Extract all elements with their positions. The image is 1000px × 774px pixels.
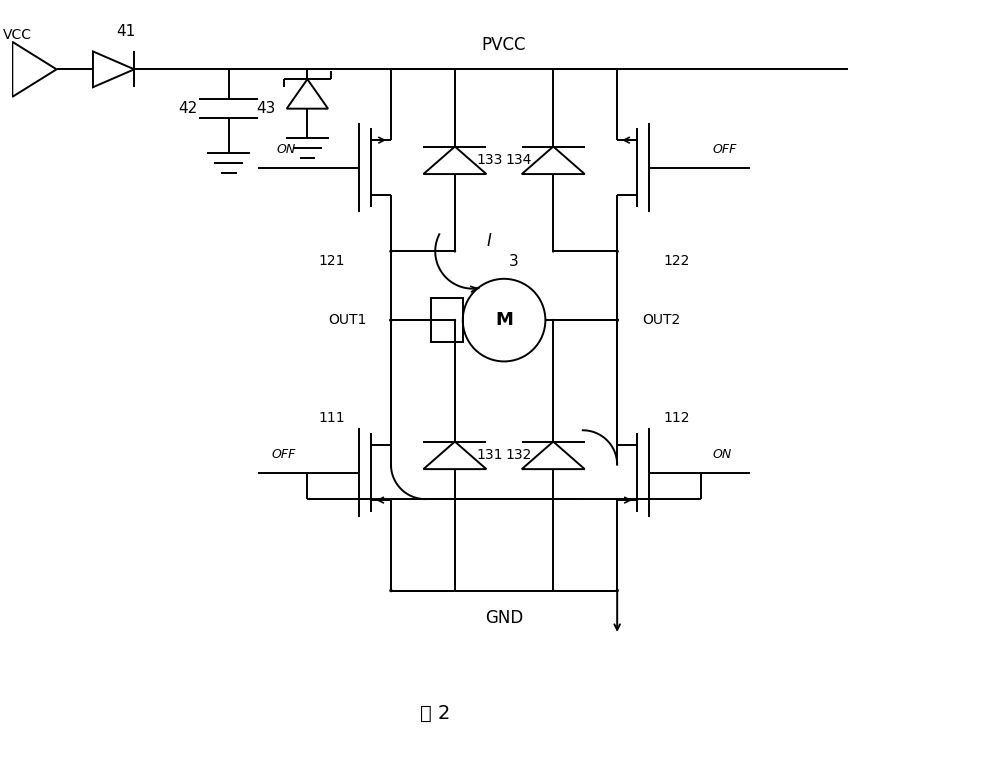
Text: ON: ON: [713, 448, 732, 461]
Text: ON: ON: [276, 143, 296, 156]
Circle shape: [454, 251, 455, 252]
Circle shape: [553, 69, 554, 70]
Text: OUT2: OUT2: [642, 313, 680, 327]
Text: 42: 42: [178, 101, 197, 116]
Text: OUT1: OUT1: [328, 313, 366, 327]
Bar: [431, 299, 463, 342]
Text: 3: 3: [509, 254, 519, 269]
Text: 图 2: 图 2: [420, 704, 450, 723]
Text: 43: 43: [256, 101, 276, 116]
Circle shape: [454, 590, 455, 591]
Circle shape: [553, 590, 554, 591]
Circle shape: [228, 69, 229, 70]
Text: 111: 111: [318, 412, 345, 426]
Text: PVCC: PVCC: [482, 36, 526, 53]
Text: M: M: [495, 311, 513, 329]
Text: 131: 131: [477, 448, 503, 462]
Circle shape: [390, 590, 392, 591]
Circle shape: [390, 69, 392, 70]
Text: 122: 122: [663, 254, 690, 268]
Circle shape: [454, 69, 455, 70]
Circle shape: [390, 251, 392, 252]
Text: 41: 41: [116, 25, 135, 39]
Circle shape: [616, 590, 618, 591]
Text: 121: 121: [318, 254, 345, 268]
Text: GND: GND: [485, 609, 523, 627]
Circle shape: [617, 69, 618, 70]
Text: VCC: VCC: [3, 28, 32, 42]
Text: 132: 132: [505, 448, 532, 462]
Text: 134: 134: [505, 153, 532, 167]
Circle shape: [616, 251, 618, 252]
Circle shape: [553, 251, 554, 252]
Text: 133: 133: [477, 153, 503, 167]
Text: OFF: OFF: [271, 448, 296, 461]
Text: 112: 112: [663, 412, 690, 426]
Text: OFF: OFF: [713, 143, 737, 156]
Circle shape: [307, 69, 308, 70]
Text: I: I: [487, 232, 492, 251]
